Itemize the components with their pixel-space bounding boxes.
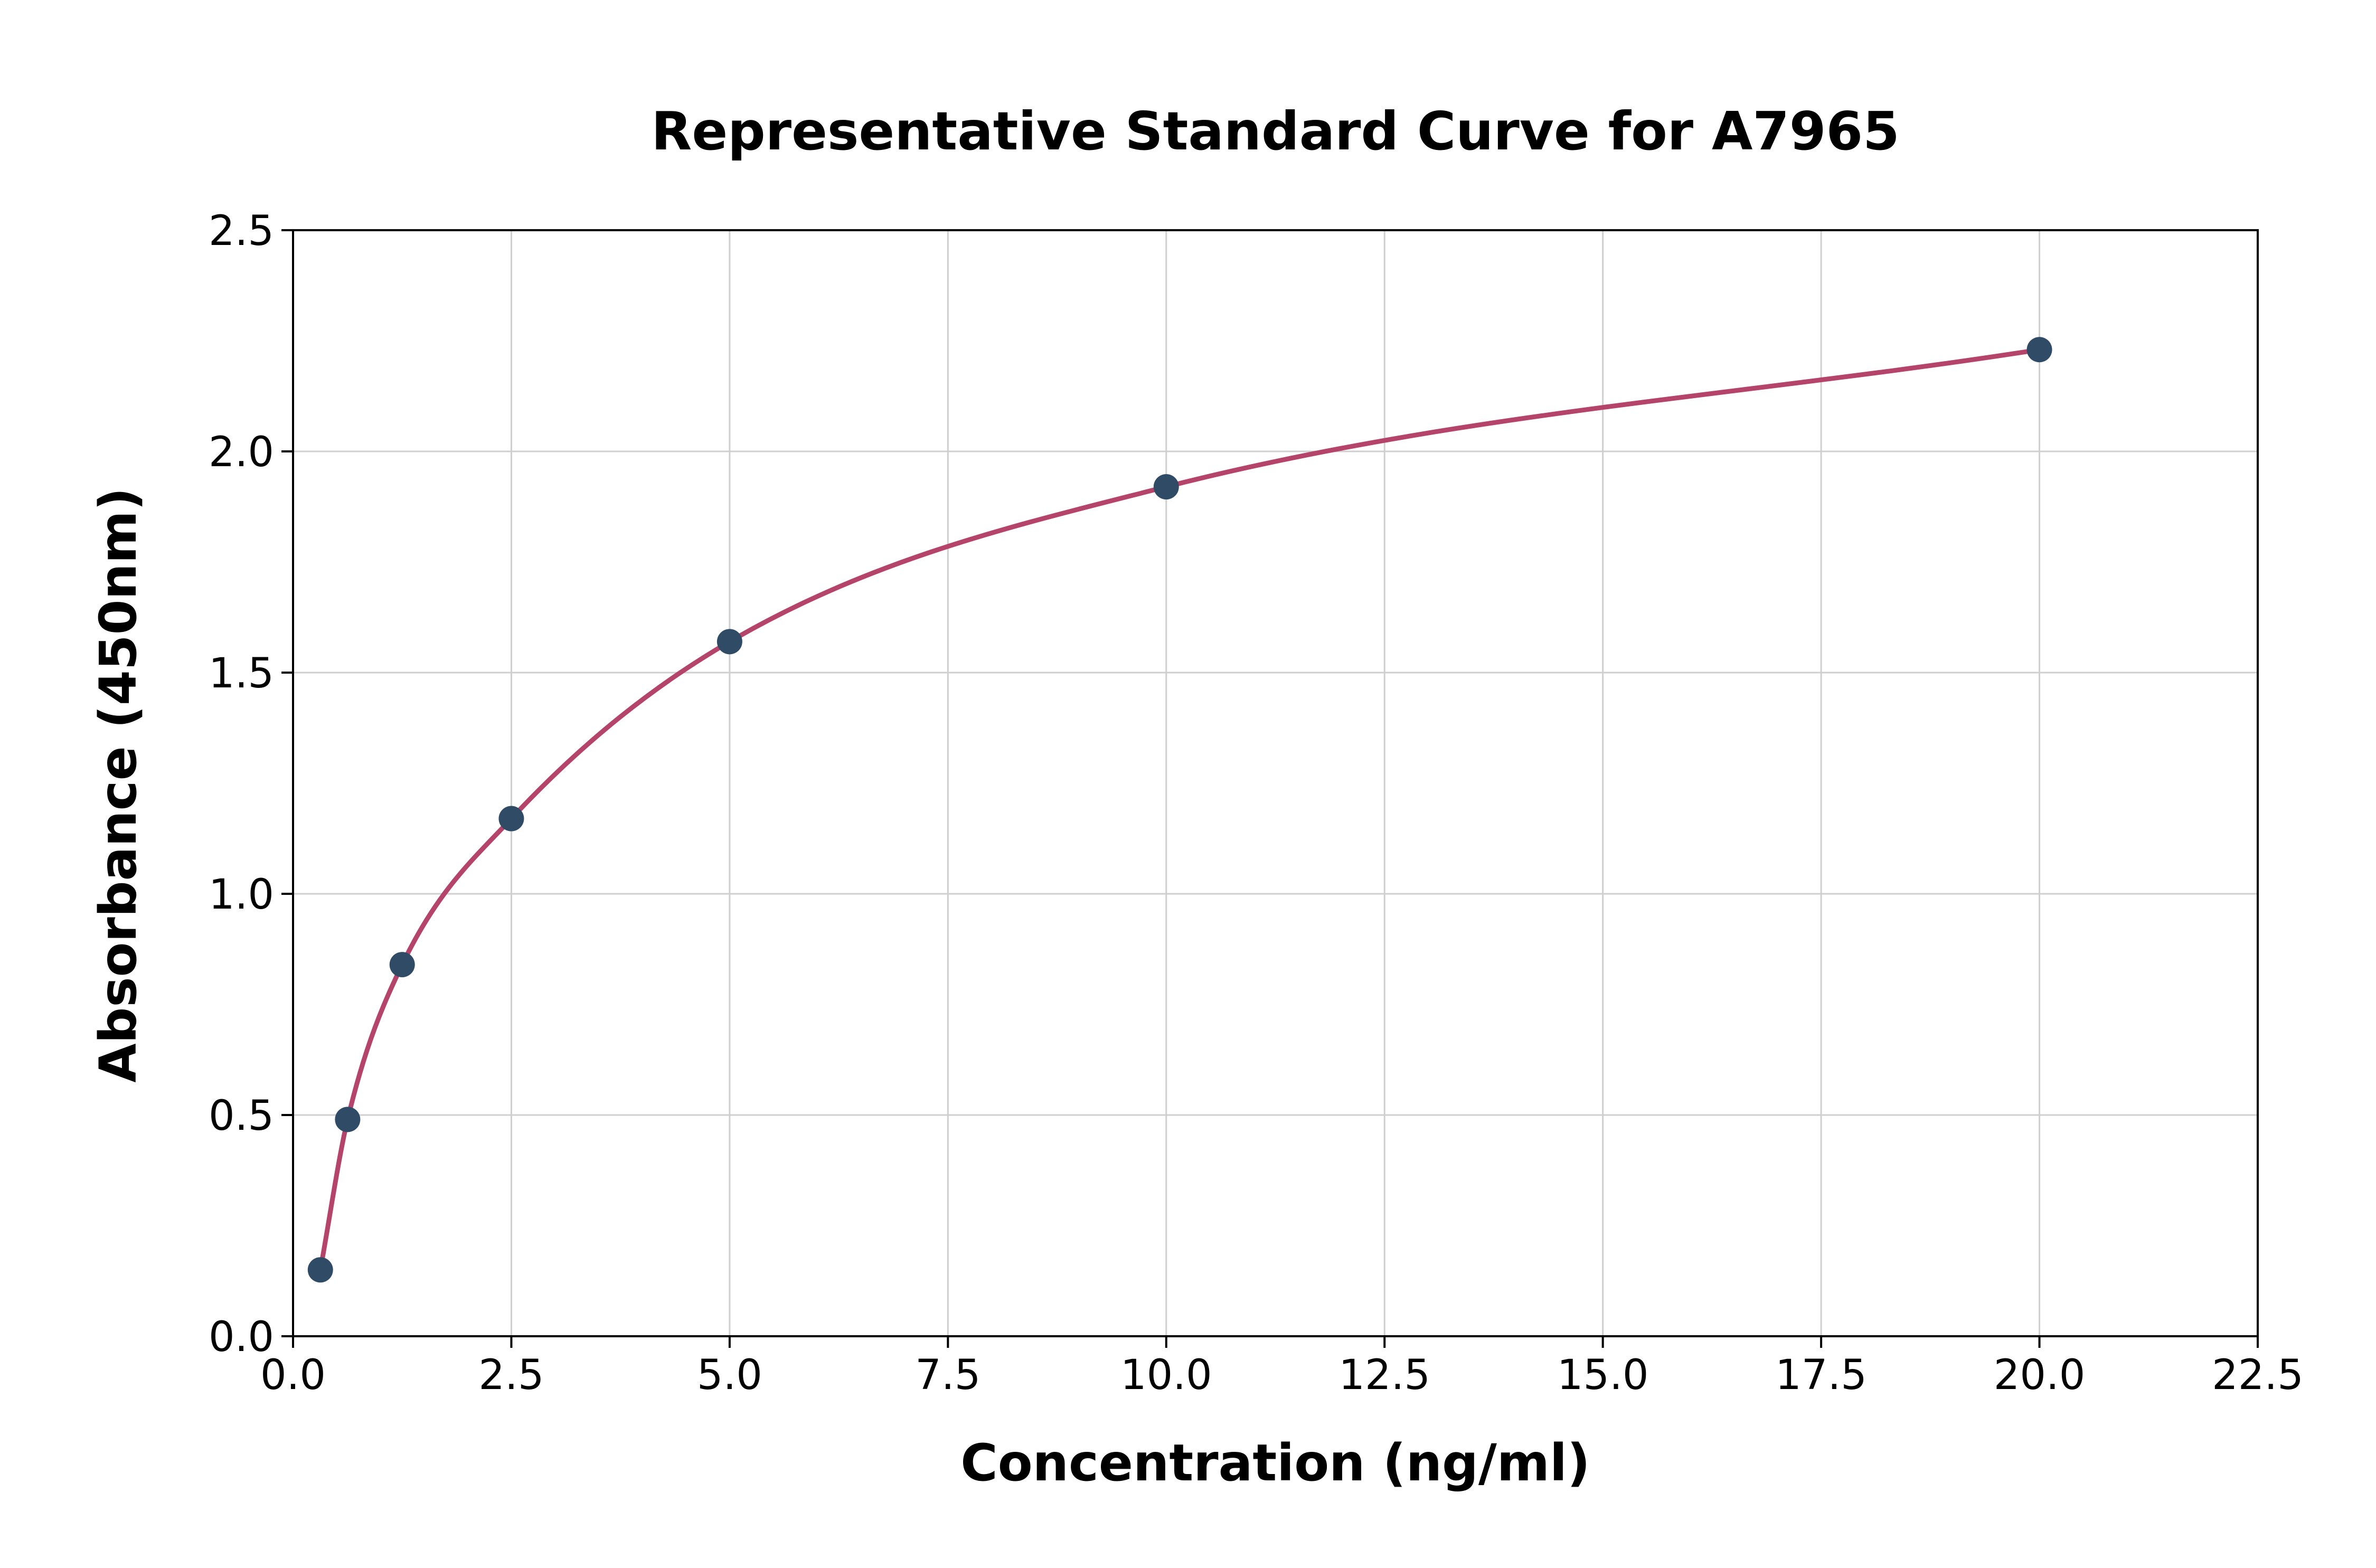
data-point (498, 806, 524, 832)
x-tick-label: 17.5 (1775, 1352, 1867, 1399)
y-tick-label: 1.5 (209, 650, 274, 697)
x-tick-label: 7.5 (915, 1352, 980, 1399)
y-tick-label: 1.0 (209, 871, 274, 919)
data-point (716, 629, 742, 655)
data-point (335, 1107, 361, 1132)
x-tick-label: 2.5 (478, 1352, 544, 1399)
standard-curve-line (318, 347, 2042, 1272)
x-tick-label: 22.5 (2212, 1352, 2304, 1399)
y-tick-label: 0.0 (209, 1314, 274, 1361)
data-point (307, 1257, 333, 1283)
x-tick-label: 20.0 (1994, 1352, 2086, 1399)
x-tick-label: 5.0 (697, 1352, 762, 1399)
chart-title: Representative Standard Curve for A7965 (651, 100, 1900, 162)
y-tick-label: 2.5 (209, 207, 274, 255)
data-point (389, 952, 415, 978)
x-tick-label: 12.5 (1338, 1352, 1430, 1399)
data-point (2026, 337, 2052, 363)
x-tick-label: 10.0 (1120, 1352, 1212, 1399)
x-tick-label: 0.0 (260, 1352, 326, 1399)
plot-border (292, 229, 2259, 1337)
y-tick-label: 2.0 (209, 429, 274, 476)
data-point (1153, 474, 1179, 500)
y-tick-label: 0.5 (209, 1092, 274, 1140)
x-tick-label: 15.0 (1557, 1352, 1649, 1399)
x-axis-label: Concentration (ng/ml) (960, 1433, 1590, 1493)
y-axis-label: Absorbance (450nm) (89, 487, 148, 1083)
